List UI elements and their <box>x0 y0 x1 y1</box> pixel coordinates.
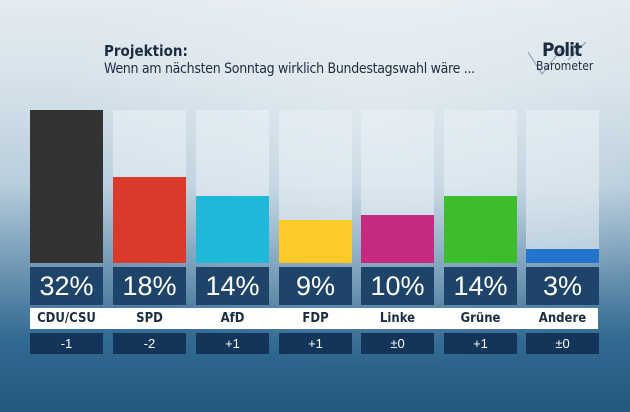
bar-panel <box>196 110 269 263</box>
change-label: ±0 <box>361 333 434 354</box>
bar-panel <box>279 110 352 263</box>
bar-3 <box>279 219 352 263</box>
logo-polit: Polit <box>542 39 582 61</box>
change-label: -1 <box>30 333 103 354</box>
category-label: AfD <box>220 311 245 326</box>
politbarometer-logo: Polit Barometer <box>526 39 612 78</box>
bar-panel <box>30 110 103 263</box>
bar-5 <box>444 196 517 263</box>
logo-checkmark-icon <box>527 41 587 75</box>
category-label: FDP <box>302 311 329 326</box>
change-label: -2 <box>113 333 186 354</box>
value-label: 18% <box>113 267 186 305</box>
category-label: Andere <box>538 311 587 326</box>
bar-2 <box>196 196 269 263</box>
bar-panel <box>113 110 186 263</box>
chart-subtitle: Wenn am nächsten Sonntag wirklich Bundes… <box>104 61 475 77</box>
bar-panel <box>526 110 599 263</box>
bar-0 <box>30 110 103 263</box>
change-label: ±0 <box>526 333 599 354</box>
change-label: +1 <box>196 333 269 354</box>
value-label: 32% <box>30 267 103 305</box>
value-label: 9% <box>279 267 352 305</box>
value-label: 14% <box>196 267 269 305</box>
change-label: +1 <box>279 333 352 354</box>
party-name-strip <box>30 308 598 329</box>
value-label: 10% <box>361 267 434 305</box>
value-label: 3% <box>526 267 599 305</box>
category-label: Linke <box>379 311 416 326</box>
bar-panel <box>361 110 434 263</box>
category-label: CDU/CSU <box>37 311 96 326</box>
bar-6 <box>526 248 599 263</box>
bar-1 <box>113 176 186 263</box>
bar-4 <box>361 215 434 263</box>
change-label: +1 <box>444 333 517 354</box>
value-label: 14% <box>444 267 517 305</box>
category-label: Grüne <box>460 311 501 326</box>
logo-barometer: Barometer <box>536 59 594 73</box>
category-label: SPD <box>136 311 163 326</box>
chart-title: Projektion: <box>104 42 188 60</box>
bar-panel <box>444 110 517 263</box>
